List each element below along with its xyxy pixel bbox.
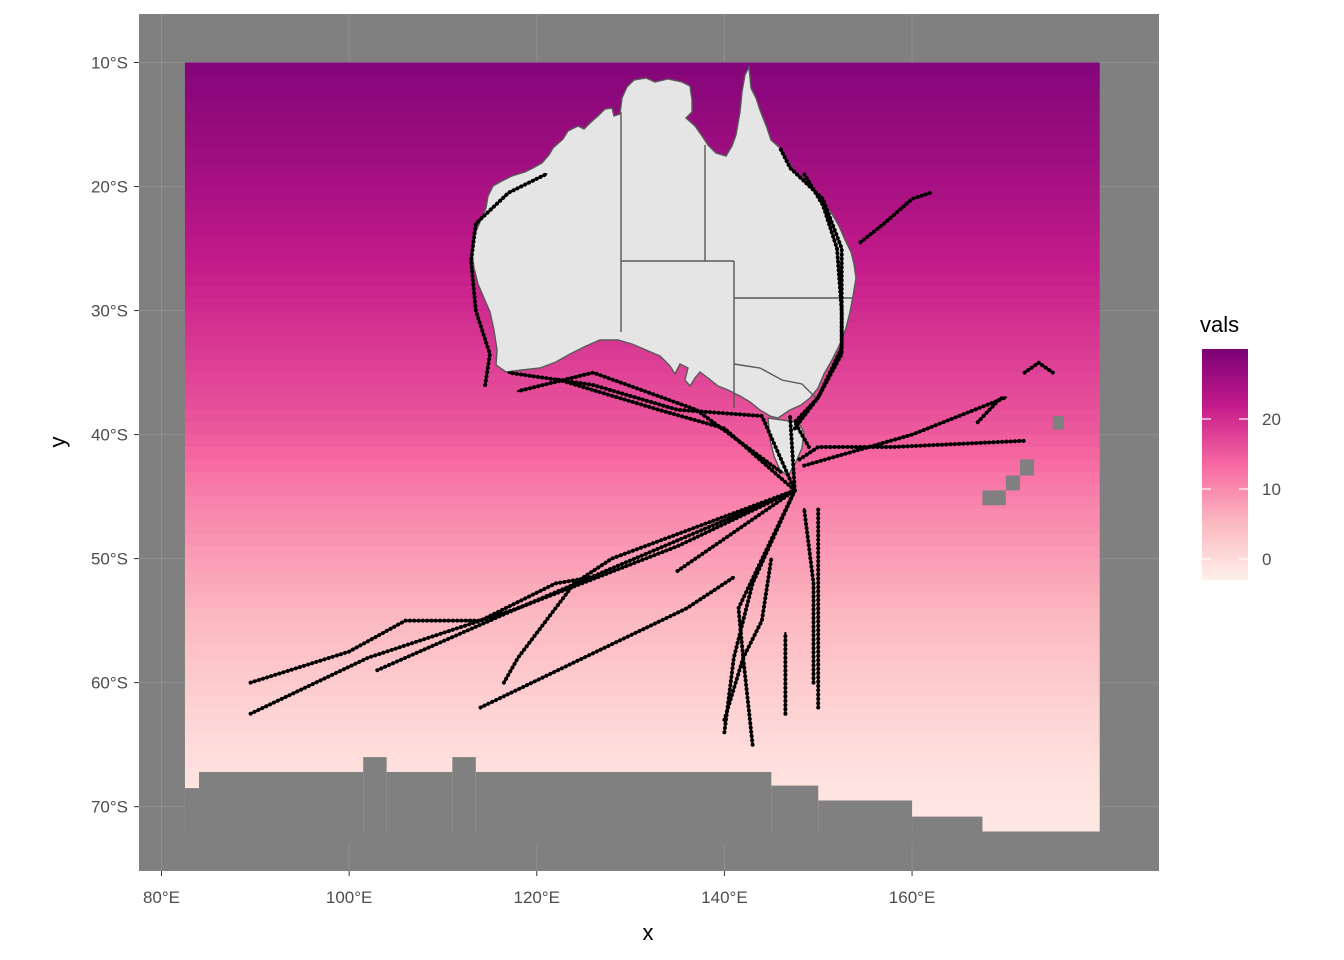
raster-row [184,496,1100,510]
x-tick-label: 140°E [701,888,748,907]
missing-data-cell [982,490,1006,506]
ship-tracks [248,147,1055,747]
missing-data-cell [1052,415,1065,430]
y-tick-label: 40°S [91,426,128,445]
ship-track-line [470,173,548,387]
ship-track-line [803,396,1007,467]
x-tick-label: 100°E [326,888,373,907]
y-tick-label: 20°S [91,178,128,197]
raster-row [184,608,1100,622]
y-tick-label: 10°S [91,54,128,73]
raster-row [184,347,1100,361]
raster-row [184,509,1100,523]
y-tick-label: 70°S [91,798,128,817]
legend-tick-label: 0 [1262,550,1271,569]
raster-row [184,633,1100,647]
raster-row [184,682,1100,696]
missing-data-cell [912,816,983,844]
state-borders [620,112,853,408]
raster-row [184,657,1100,671]
ship-track-line [737,489,796,746]
missing-data-cell [386,771,453,844]
missing-data-cell [363,757,387,844]
ship-track-line [479,576,735,709]
missing-data-cell [452,757,476,844]
y-tick-label: 30°S [91,302,128,321]
ship-track-line [516,371,782,473]
ship-track-line [723,557,773,721]
y-axis-title: y [45,437,70,448]
raster-row [184,546,1100,560]
australia-landmass [471,64,857,419]
raster-row [184,695,1100,709]
raster-row [184,434,1100,448]
x-axis-title: x [643,920,654,945]
raster-row [184,533,1100,547]
raster-row [184,732,1100,746]
raster-row [184,484,1100,498]
raster-row [184,372,1100,386]
missing-data-cell [1005,475,1020,491]
missing-data-cell [184,788,200,844]
raster-row [184,360,1100,374]
axes: 80°E 100°E 120°E 140°E 160°E 10°S 20°S 30°S 40°S… [91,54,935,908]
legend-tick-label: 20 [1262,410,1281,429]
missing-data-cell [818,800,913,844]
y-tick-label: 50°S [91,550,128,569]
ship-track-line [249,576,595,684]
raster-row [184,521,1100,535]
ship-track-line [554,377,796,492]
raster-row [184,757,1100,771]
raster-row [184,744,1100,758]
raster-row [184,571,1100,585]
missing-data-cell [982,831,1100,844]
raster-row [184,446,1100,460]
x-tick-label: 120°E [514,888,561,907]
x-tick-label: 80°E [143,888,180,907]
ship-track-line [1023,361,1054,374]
missing-data-cell [771,785,819,844]
legend: vals 20 10 0 [1200,312,1281,580]
ship-track-line [789,414,796,492]
missing-data-cell [1019,459,1035,476]
raster-row [184,707,1100,721]
raster-row [184,719,1100,733]
raster-row [184,558,1100,572]
x-tick-label: 160°E [889,888,936,907]
ship-track-line [976,396,1003,424]
ship-track-line [793,173,843,430]
y-tick-label: 60°S [91,674,128,693]
raster-row [184,471,1100,485]
raster-row [184,583,1100,597]
raster-row [184,62,1100,76]
tasmania-landmass [767,417,805,478]
ship-track-line [502,489,796,684]
raster-row [184,645,1100,659]
ship-track-line [859,191,932,244]
legend-tick-label: 10 [1262,480,1281,499]
ship-track-line [376,489,796,672]
raster-row [184,409,1100,423]
raster-row [184,595,1100,609]
raster-row [184,459,1100,473]
land-layer [471,64,857,478]
ship-track-line [803,507,815,684]
missing-data-cell [475,771,772,844]
legend-colorbar [1202,349,1248,580]
raster-row [184,670,1100,684]
raster-row [184,422,1100,436]
legend-title: vals [1200,312,1239,337]
raster-row [184,620,1100,634]
missing-data-cell [199,771,364,844]
ship-track-line [798,439,1026,461]
ship-track-line [676,489,796,573]
